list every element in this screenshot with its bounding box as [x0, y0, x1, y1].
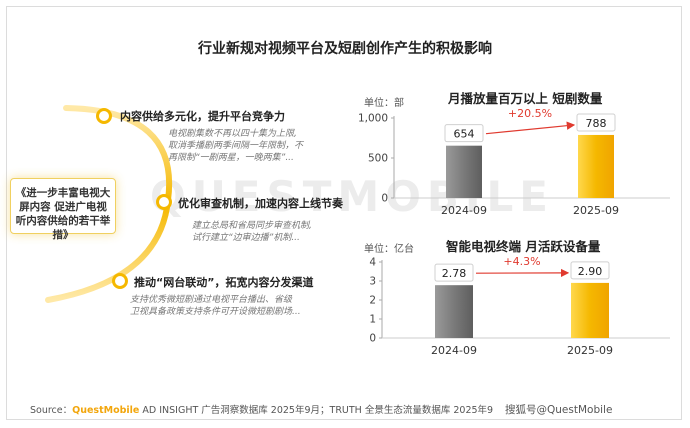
item-1-desc-line: 电视剧集数不再以四十集为上限, — [168, 129, 297, 139]
policy-box: 《进一步丰富电视大屏内容 促进广电视听内容供给的若干举措》 — [10, 178, 116, 241]
x-tick-label: 2024-09 — [441, 204, 487, 217]
y-tick-label: 3 — [369, 276, 376, 288]
y-tick-label: 0 — [381, 193, 388, 205]
item-3-desc-line: 卫视具备政策支持条件可开设微短剧剧场... — [130, 307, 301, 317]
page-frame — [6, 6, 682, 420]
data-label: 788 — [586, 117, 607, 130]
y-tick-label: 0 — [369, 333, 376, 345]
bar-2024-09 — [435, 285, 473, 338]
data-label-box — [444, 124, 484, 143]
bar-2024-09 — [446, 145, 482, 198]
data-label: 2.90 — [578, 265, 603, 278]
source-brand: QuestMobile — [72, 405, 140, 416]
marker-3-icon — [112, 273, 128, 289]
item-2-title: 优化审查机制，加速内容上线节奏 — [178, 197, 343, 210]
x-tick-label: 2025-09 — [567, 344, 613, 357]
item-1-desc-line: 取消季播剧两季间隔一年限制，不 — [168, 141, 304, 151]
chart2-title: 智能电视终端 月活跃设备量 — [446, 239, 601, 254]
data-label: 2.78 — [442, 267, 467, 280]
item-3-desc: 支持优秀微短剧通过电视平台播出、省级 卫视具备政策支持条件可开设微短剧剧场... — [130, 294, 330, 318]
chart1-title: 月播放量百万以上 短剧数量 — [448, 91, 603, 106]
item-1-title: 内容供给多元化，提升平台竞争力 — [120, 110, 285, 123]
growth-label: +20.5% — [508, 107, 552, 120]
item-2-desc-line: 试行建立“边审边播”机制... — [192, 233, 300, 243]
item-2-desc: 建立总局和省局同步审查机制, 试行建立“边审边播”机制... — [192, 220, 392, 244]
item-3-title: 推动“网台联动”，拓宽内容分发渠道 — [134, 276, 314, 289]
y-tick-label: 1 — [369, 314, 376, 326]
source-text: AD INSIGHT 广告洞察数据库 2025年9月；TRUTH 全景生态流量数… — [139, 405, 494, 416]
item-3-desc-line: 支持优秀微短剧通过电视平台播出、省级 — [130, 295, 293, 305]
item-1-desc: 电视剧集数不再以四十集为上限, 取消季播剧两季间隔一年限制，不 再限制“一剧两星… — [168, 128, 368, 164]
bar-2025-09 — [571, 282, 609, 338]
growth-arrow-icon — [485, 121, 576, 135]
data-label: 654 — [454, 128, 475, 141]
chart1-unit: 单位：部 — [364, 98, 404, 109]
x-tick-label: 2024-09 — [431, 344, 477, 357]
publisher-logo: 搜狐号@QuestMobile — [505, 404, 613, 416]
x-tick-label: 2025-09 — [573, 204, 619, 217]
source-prefix: Source： — [30, 405, 73, 416]
item-1-desc-line: 再限制“一剧两星，一晚两集”... — [168, 153, 294, 163]
item-2-desc-line: 建立总局和省局同步审查机制, — [192, 221, 312, 231]
y-tick-label: 2 — [369, 295, 376, 307]
y-tick-label: 500 — [368, 153, 388, 165]
y-tick-label: 1,000 — [358, 113, 388, 125]
y-tick-label: 4 — [369, 257, 376, 269]
growth-label: +4.3% — [503, 255, 540, 268]
bar-2025-09 — [578, 134, 614, 198]
data-label-box — [576, 113, 616, 132]
source-note: Source：QuestMobile AD INSIGHT 广告洞察数据库 20… — [30, 402, 493, 416]
data-label-box — [570, 261, 610, 280]
marker-1-icon — [96, 108, 112, 124]
data-label-box — [434, 263, 474, 282]
marker-2-icon — [156, 194, 172, 210]
chart2-unit: 单位：亿台 — [364, 244, 414, 255]
page-title: 行业新规对视频平台及短剧创作产生的积极影响 — [198, 41, 492, 57]
